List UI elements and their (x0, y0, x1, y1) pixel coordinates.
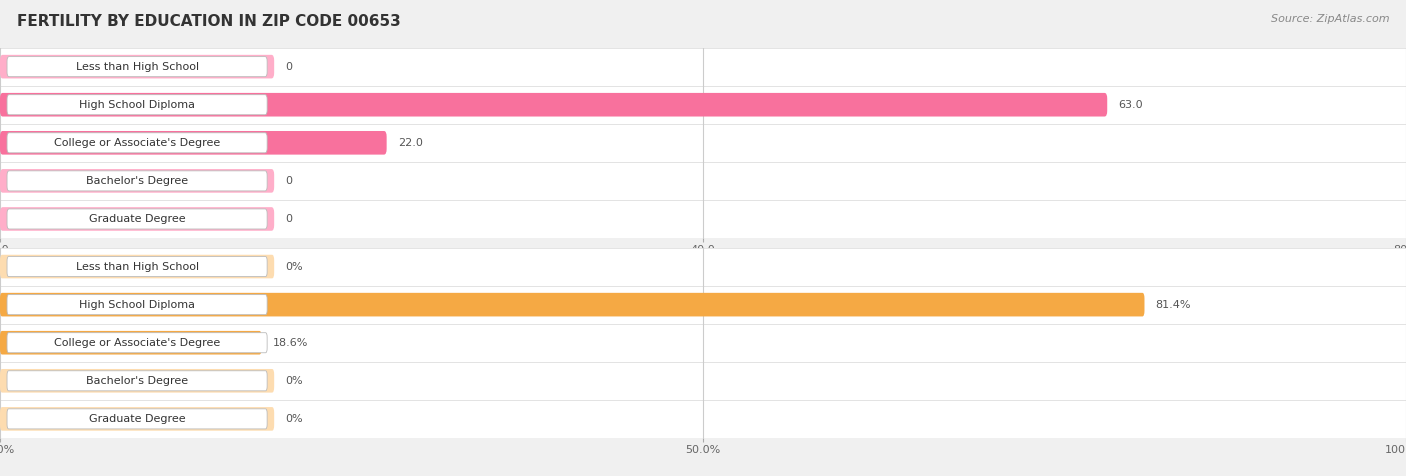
FancyBboxPatch shape (7, 409, 267, 429)
Text: Less than High School: Less than High School (76, 261, 198, 272)
Bar (0, 324, 1406, 362)
FancyBboxPatch shape (0, 131, 387, 155)
FancyBboxPatch shape (7, 371, 267, 391)
Text: 0%: 0% (285, 376, 304, 386)
Text: Source: ZipAtlas.com: Source: ZipAtlas.com (1271, 14, 1389, 24)
Text: 0: 0 (285, 176, 292, 186)
FancyBboxPatch shape (7, 333, 267, 353)
Text: FERTILITY BY EDUCATION IN ZIP CODE 00653: FERTILITY BY EDUCATION IN ZIP CODE 00653 (17, 14, 401, 30)
FancyBboxPatch shape (0, 407, 274, 431)
FancyBboxPatch shape (7, 57, 267, 77)
Bar (0, 162, 1406, 200)
Text: College or Associate's Degree: College or Associate's Degree (53, 337, 221, 348)
Text: 0: 0 (285, 214, 292, 224)
FancyBboxPatch shape (0, 93, 1108, 117)
Text: 81.4%: 81.4% (1156, 299, 1191, 310)
Bar (0, 124, 1406, 162)
Bar (0, 362, 1406, 400)
FancyBboxPatch shape (7, 133, 267, 153)
FancyBboxPatch shape (7, 295, 267, 315)
FancyBboxPatch shape (7, 209, 267, 229)
FancyBboxPatch shape (7, 171, 267, 191)
FancyBboxPatch shape (0, 207, 274, 231)
Text: Less than High School: Less than High School (76, 61, 198, 72)
Text: High School Diploma: High School Diploma (79, 99, 195, 110)
Bar (0, 400, 1406, 438)
FancyBboxPatch shape (0, 369, 274, 393)
Bar (0, 286, 1406, 324)
FancyBboxPatch shape (0, 293, 1144, 317)
FancyBboxPatch shape (0, 331, 262, 355)
Bar (0, 200, 1406, 238)
Bar (0, 248, 1406, 286)
Text: Bachelor's Degree: Bachelor's Degree (86, 176, 188, 186)
Text: Graduate Degree: Graduate Degree (89, 214, 186, 224)
Text: High School Diploma: High School Diploma (79, 299, 195, 310)
Text: 63.0: 63.0 (1119, 99, 1143, 110)
Text: 18.6%: 18.6% (273, 337, 308, 348)
Bar (0, 86, 1406, 124)
Text: Graduate Degree: Graduate Degree (89, 414, 186, 424)
FancyBboxPatch shape (0, 55, 274, 79)
Text: 0%: 0% (285, 261, 304, 272)
Bar (0, 48, 1406, 86)
Text: Bachelor's Degree: Bachelor's Degree (86, 376, 188, 386)
Text: 0: 0 (285, 61, 292, 72)
FancyBboxPatch shape (7, 257, 267, 277)
FancyBboxPatch shape (7, 95, 267, 115)
Text: 22.0: 22.0 (398, 138, 423, 148)
Text: 0%: 0% (285, 414, 304, 424)
FancyBboxPatch shape (0, 255, 274, 278)
Text: College or Associate's Degree: College or Associate's Degree (53, 138, 221, 148)
FancyBboxPatch shape (0, 169, 274, 193)
